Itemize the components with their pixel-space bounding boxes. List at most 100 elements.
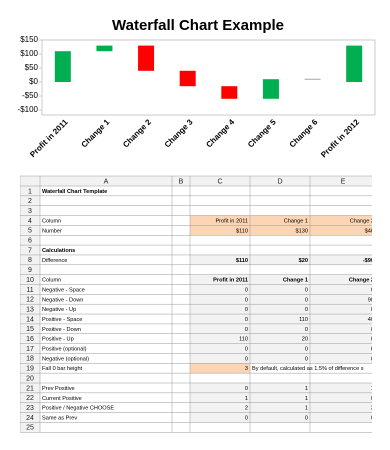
cell-bg xyxy=(190,274,250,285)
cell-bg xyxy=(250,412,310,423)
cell-bg xyxy=(190,294,250,305)
cell-bg xyxy=(310,402,372,413)
cell-bg xyxy=(310,304,372,315)
column-header: A xyxy=(104,178,109,185)
cell-text: $110 xyxy=(236,228,248,234)
row-header: 2 xyxy=(28,198,32,205)
cell-text: Positive - Up xyxy=(42,337,74,343)
cell-text: Negative - Down xyxy=(42,297,83,303)
cell-bg xyxy=(310,314,372,324)
cell-text: Waterfall Chart Template xyxy=(42,189,107,195)
cell-text: 1 xyxy=(305,396,308,402)
row-header: 14 xyxy=(26,316,34,323)
y-tick-label: $150 xyxy=(20,35,38,44)
row-header: 1 xyxy=(28,188,32,195)
cell-bg xyxy=(250,353,310,364)
cell-text: 0 xyxy=(245,356,248,362)
column-header: E xyxy=(341,178,346,185)
row-header: 17 xyxy=(26,346,34,353)
cell-text: Column xyxy=(42,218,61,224)
row-header: 10 xyxy=(26,277,34,284)
row-header: 20 xyxy=(26,375,34,382)
cell-text: Negative - Up xyxy=(42,307,76,313)
cell-text: Change 2 xyxy=(349,278,374,284)
cell-bg xyxy=(250,294,310,305)
cell-text: 0 xyxy=(305,356,308,362)
cell-bg xyxy=(190,333,250,344)
cell-text: 110 xyxy=(299,317,308,323)
cell-bg xyxy=(190,254,250,265)
row-header: 25 xyxy=(26,425,34,432)
cell-text: 0 xyxy=(305,307,308,313)
column-header: C xyxy=(217,178,222,185)
cell-bg xyxy=(250,304,310,315)
cell-text: Positive - Down xyxy=(42,327,81,333)
cell-text: 0 xyxy=(371,415,374,421)
cell-text: Profit in 2011 xyxy=(215,218,248,224)
row-header: 15 xyxy=(26,326,34,333)
row-header: 5 xyxy=(28,228,32,235)
cell-bg xyxy=(190,383,250,393)
y-tick-label: $0 xyxy=(29,77,38,86)
cell-text: 3 xyxy=(371,406,374,412)
cell-bg xyxy=(190,402,250,413)
row-header: 6 xyxy=(28,238,32,245)
cell-text: $20 xyxy=(299,258,308,264)
chart-title: Waterfall Chart Example xyxy=(112,17,284,34)
cell-bg xyxy=(190,392,250,403)
cell-text: 0 xyxy=(371,337,374,343)
cell-bg xyxy=(310,215,372,226)
cell-text: 0 xyxy=(245,415,248,421)
cell-bg xyxy=(250,314,310,324)
cell-text: By default, calculated as 1.5% of differ… xyxy=(252,366,364,372)
cell-text: 0 xyxy=(305,287,308,293)
cell-bg xyxy=(310,323,372,334)
cell-text: Positive - Space xyxy=(42,317,82,323)
cell-text: Fall 0 bar height xyxy=(42,366,83,372)
cell-text: $130 xyxy=(296,228,308,234)
bar xyxy=(346,45,363,82)
cell-text: 0 xyxy=(245,386,248,392)
row-header: 16 xyxy=(26,336,34,343)
row-header: 18 xyxy=(26,356,34,363)
cell-text: Positive / Negative CHOOSE xyxy=(42,406,114,412)
cell-bg xyxy=(310,392,372,403)
row-header: 9 xyxy=(28,267,32,274)
cell-bg xyxy=(250,225,310,236)
cell-bg xyxy=(190,353,250,364)
row-header: 23 xyxy=(26,405,34,412)
cell-bg xyxy=(250,215,310,226)
cell-bg xyxy=(190,304,250,315)
cell-text: 1 xyxy=(371,386,374,392)
y-tick-label: $100 xyxy=(20,49,38,58)
cell-text: 110 xyxy=(239,337,248,343)
cell-text: 0 xyxy=(305,327,308,333)
cell-bg xyxy=(310,412,372,423)
cell-text: Prev Positive xyxy=(42,386,75,392)
cell-text: $110 xyxy=(236,258,248,264)
cell-bg xyxy=(190,215,250,226)
cell-text: Calculations xyxy=(42,248,75,254)
cell-text: 0 xyxy=(245,317,248,323)
cell-text: Negative (optional) xyxy=(42,356,89,362)
cell-text: Number xyxy=(42,228,62,234)
y-tick-label: -$50 xyxy=(22,91,39,100)
row-header: 11 xyxy=(26,287,33,294)
cell-text: 0 xyxy=(371,307,374,313)
cell-text: Change 2 xyxy=(350,218,374,224)
bar xyxy=(262,79,279,99)
cell-text: 0 xyxy=(245,307,248,313)
cell-bg xyxy=(310,333,372,344)
cell-text: 0 xyxy=(371,347,374,353)
cell-text: Change 1 xyxy=(283,278,308,284)
cell-text: 1 xyxy=(305,406,308,412)
cell-text: Column xyxy=(42,278,61,284)
plot-area xyxy=(41,39,376,116)
cell-bg xyxy=(250,343,310,354)
cell-text: 1 xyxy=(245,396,248,402)
row-header: 13 xyxy=(26,306,34,313)
cell-bg xyxy=(310,254,372,265)
cell-bg xyxy=(190,323,250,334)
